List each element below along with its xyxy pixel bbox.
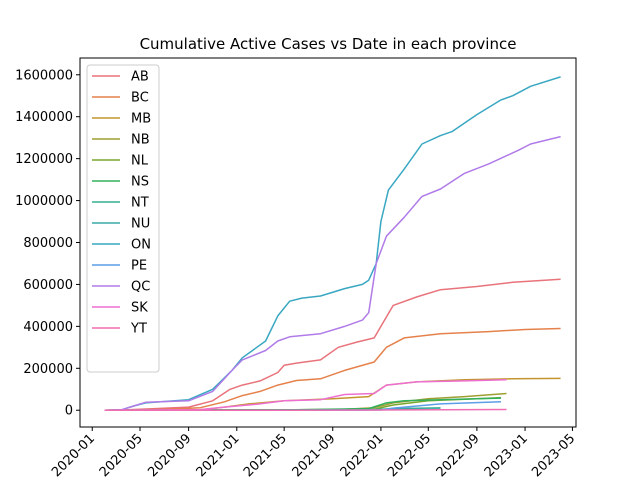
legend-label-bc: BC — [131, 91, 149, 106]
legend: AB BC MB NB NL NS NT NU ON PE QC SK YT — [86, 64, 160, 373]
y-tick-label: 0 — [65, 404, 73, 419]
legend-label-mb: MB — [131, 112, 151, 127]
legend-label-nu: NU — [131, 217, 150, 232]
y-tick-label: 1600000 — [15, 68, 73, 83]
legend-label-ab: AB — [131, 70, 149, 85]
legend-label-yt: YT — [130, 322, 147, 337]
series-layer — [104, 76, 561, 411]
y-tick-label: 800000 — [23, 236, 73, 251]
legend-label-ns: NS — [131, 175, 149, 190]
legend-label-sk: SK — [131, 301, 148, 316]
legend-label-nb: NB — [131, 133, 150, 148]
legend-label-nt: NT — [131, 196, 149, 211]
y-tick-label: 200000 — [23, 362, 73, 377]
series-line-bc — [104, 327, 561, 411]
chart-title: Cumulative Active Cases vs Date in each … — [140, 35, 517, 53]
y-tick-label: 1000000 — [15, 194, 73, 209]
series-line-sk — [104, 379, 507, 411]
legend-label-qc: QC — [131, 280, 150, 295]
series-line-qc — [104, 135, 561, 411]
series-line-ab — [104, 278, 561, 411]
legend-label-pe: PE — [131, 259, 147, 274]
series-line-yt — [104, 408, 507, 411]
y-tick-label: 600000 — [23, 278, 73, 293]
y-tick-label: 1200000 — [15, 152, 73, 167]
y-axis: 0 200000 400000 600000 800000 1000000 1200000 1… — [15, 68, 80, 419]
legend-label-on: ON — [131, 238, 151, 253]
legend-label-nl: NL — [131, 154, 149, 169]
series-line-on — [104, 76, 561, 411]
y-tick-label: 1400000 — [15, 110, 73, 125]
legend-box — [86, 64, 160, 373]
y-tick-label: 400000 — [23, 320, 73, 335]
